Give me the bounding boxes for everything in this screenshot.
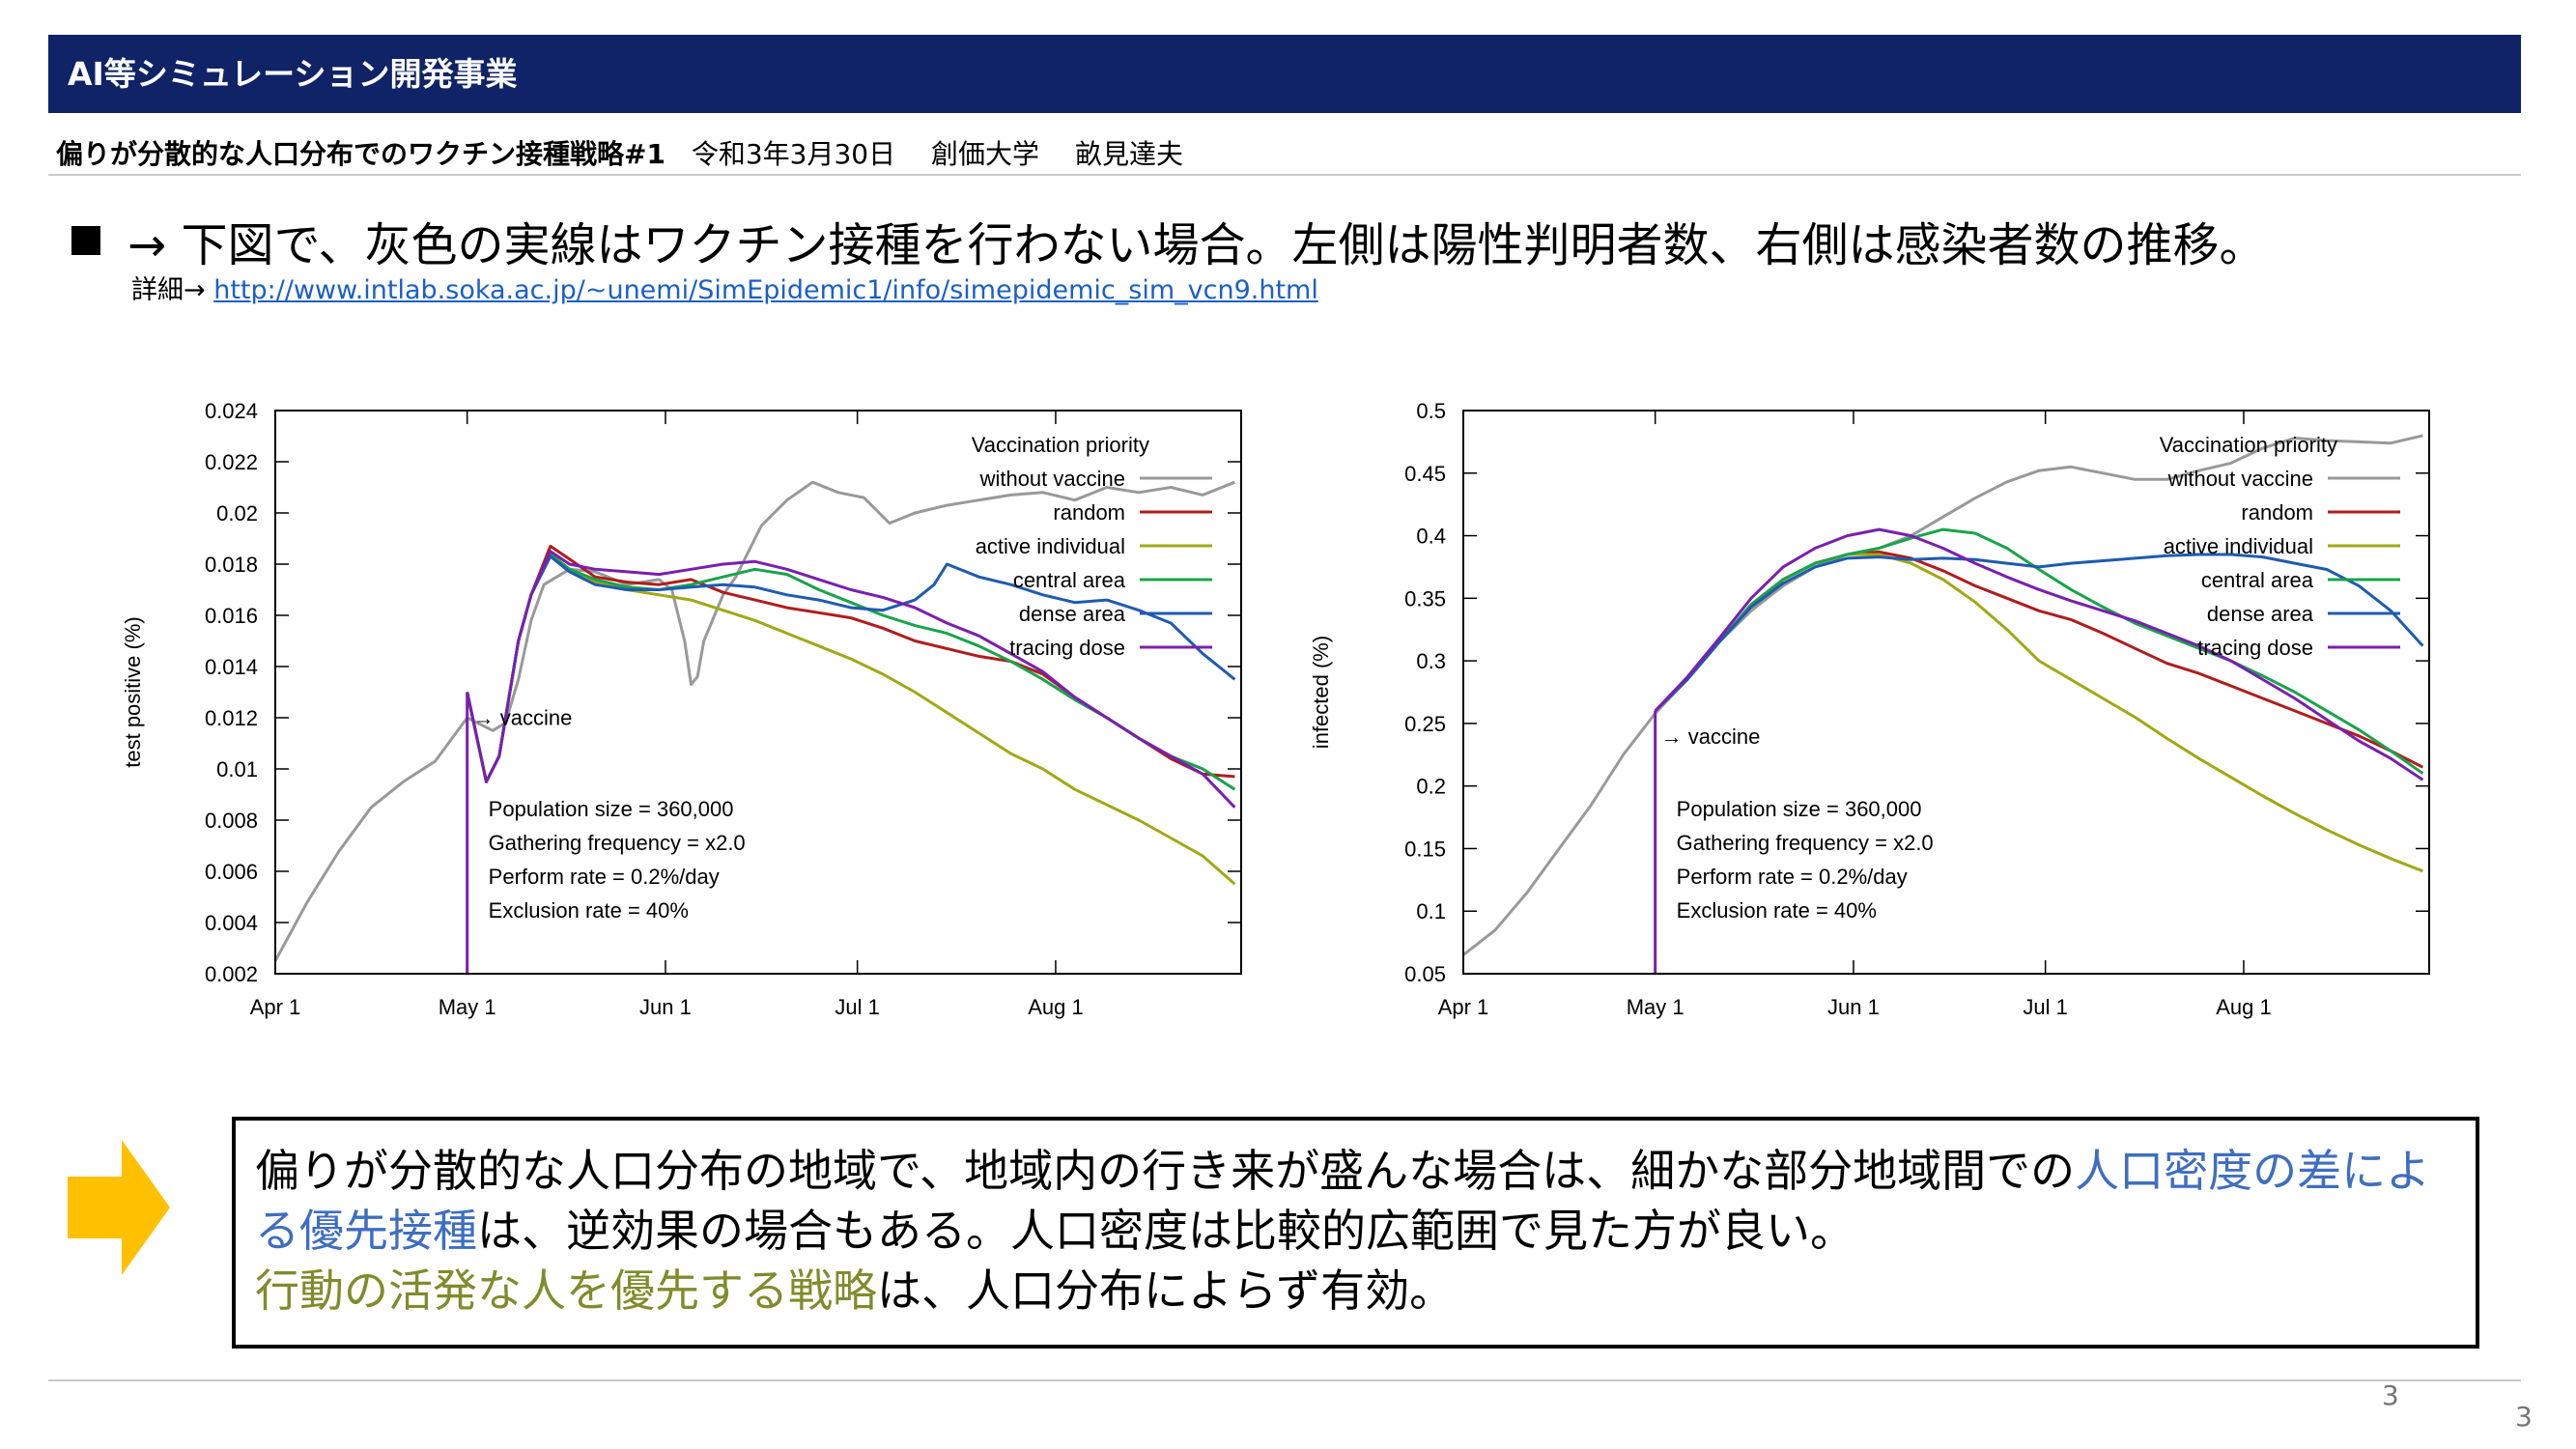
conclusion-3a: 行動の活発な人を優先する戦略 (255, 1264, 877, 1317)
conclusion-1b: 人口密度の差によ (2075, 1145, 2431, 1197)
annotation: Population size = 360,000 (1677, 797, 1922, 821)
legend-title: Vaccination priority (2160, 433, 2337, 457)
conclusion-2a: る優先接種 (255, 1205, 477, 1257)
y-tick-label: 0.012 (205, 706, 258, 730)
page-number-corner: 3 (2515, 1401, 2533, 1433)
plot-frame (274, 410, 1242, 975)
series-line (1654, 553, 2424, 712)
series-line (1462, 434, 2423, 956)
x-tick-label: Aug 1 (2216, 995, 2272, 1019)
detail-link[interactable]: http://www.intlab.soka.ac.jp/~unemi/SimE… (213, 275, 1318, 305)
subtitle-org: 創価大学 (931, 138, 1040, 170)
conclusion-3b: は、人口分布によらず有効。 (877, 1264, 1455, 1317)
conclusion-2b: は、逆効果の場合もある。人口密度は比較的広範囲で見た方が良い。 (477, 1205, 1854, 1257)
annotation: Gathering frequency = x2.0 (489, 831, 746, 855)
y-tick-label: 0.016 (205, 604, 258, 628)
subtitle-topic: 偏りが分散的な人口分布でのワクチン接種戦略#1 (56, 138, 665, 170)
legend-entry: tracing dose (1009, 636, 1125, 660)
legend-entry: random (1053, 500, 1125, 525)
divider-top (48, 174, 2521, 176)
y-tick-label: 0.002 (205, 962, 258, 986)
y-tick-label: 0.014 (205, 655, 258, 679)
series-line (466, 550, 1236, 809)
annotation: Population size = 360,000 (489, 797, 734, 821)
y-tick-label: 0.05 (1404, 962, 1446, 986)
conclusion-1a: 偏りが分散的な人口分布の地域で、地域内の行き来が盛んな場合は、細かな部分地域間で… (255, 1145, 2076, 1197)
annotation: Exclusion rate = 40% (1677, 898, 1877, 923)
y-tick-label: 0.2 (1416, 775, 1446, 799)
y-tick-label: 0.4 (1416, 525, 1446, 549)
series-line (1654, 527, 2424, 781)
y-axis-label: infected (%) (1309, 636, 1333, 749)
legend-entry: active individual (976, 534, 1125, 558)
x-tick-label: May 1 (439, 995, 496, 1019)
annotation: Gathering frequency = x2.0 (1677, 831, 1934, 855)
legend-entry: central area (1013, 568, 1126, 592)
x-tick-label: May 1 (1627, 995, 1684, 1019)
series-line (1654, 527, 2424, 775)
chart-infected: 0.05 0.1 0.15 0.2 0.25 0.3 0.35 0.4 0.45 0.5 Apr 1… (1309, 399, 2430, 1019)
conclusion-line-1: 偏りが分散的な人口分布の地域で、地域内の行き来が盛んな場合は、細かな部分地域間で… (255, 1142, 2430, 1200)
vaccine-marker-label: → vaccine (1661, 724, 1761, 749)
y-tick-label: 0.02 (216, 501, 258, 526)
legend-entry: without vaccine (979, 467, 1125, 491)
series-line (273, 480, 1235, 962)
right-arrow-icon (68, 1140, 170, 1275)
x-tick-label: Jul 1 (835, 995, 879, 1019)
lead-text: → 下図で、灰色の実線はワクチン接種を行わない場合。左側は陽性判明者数、右側は感… (127, 218, 2266, 272)
legend-entry: central area (2201, 568, 2314, 592)
conclusion-box: 偏りが分散的な人口分布の地域で、地域内の行き来が盛んな場合は、細かな部分地域間で… (232, 1117, 2479, 1349)
chart-test-positive: 0.002 0.004 0.006 0.008 0.01 0.012 0.014 0.016 0… (121, 399, 1242, 1019)
vaccine-marker-label: → vaccine (473, 706, 573, 730)
x-tick-label: Aug 1 (1028, 995, 1084, 1019)
x-tick-label: Apr 1 (250, 995, 301, 1019)
y-tick-label: 0.45 (1404, 462, 1446, 486)
y-tick-label: 0.022 (205, 450, 258, 474)
y-tick-label: 0.018 (205, 553, 258, 577)
y-tick-label: 0.3 (1416, 649, 1446, 673)
x-tick-label: Apr 1 (1438, 995, 1489, 1019)
y-tick-label: 0.1 (1416, 899, 1446, 923)
y-tick-label: 0.008 (205, 809, 258, 833)
y-tick-label: 0.5 (1416, 399, 1446, 423)
y-tick-label: 0.35 (1404, 586, 1446, 611)
x-tick-label: Jul 1 (2023, 995, 2067, 1019)
legend-entry: without vaccine (2167, 467, 2313, 491)
y-axis-label: test positive (%) (121, 616, 145, 768)
subtitle-date: 令和3年3月30日 (691, 138, 896, 170)
detail-line: 詳細→ http://www.intlab.soka.ac.jp/~unemi/… (131, 269, 1318, 306)
legend-entry: random (2241, 500, 2313, 525)
y-tick-label: 0.006 (205, 860, 258, 884)
y-tick-label: 0.15 (1404, 837, 1446, 861)
legend-entry: dense area (1019, 602, 1126, 626)
conclusion-line-3: 行動の活発な人を優先する戦略は、人口分布によらず有効。 (255, 1262, 1454, 1320)
x-tick-label: Jun 1 (1827, 995, 1880, 1019)
header-bar (48, 35, 2521, 113)
annotation: Perform rate = 0.2%/day (1677, 865, 1908, 889)
subtitle-author: 畝見達夫 (1074, 138, 1183, 170)
detail-label: 詳細→ (131, 275, 214, 305)
conclusion-line-2: る優先接種は、逆効果の場合もある。人口密度は比較的広範囲で見た方が良い。 (255, 1202, 1854, 1260)
plot-frame (1462, 410, 2430, 975)
legend-entry: tracing dose (2197, 636, 2313, 660)
legend-entry: active individual (2164, 534, 2313, 558)
page-title: AI等シミュレーション開発事業 (68, 55, 518, 93)
bullet-square-icon (71, 226, 100, 255)
page-number: 3 (2382, 1379, 2399, 1411)
annotation: Exclusion rate = 40% (489, 898, 689, 923)
divider-bottom (48, 1379, 2521, 1381)
y-tick-label: 0.01 (216, 757, 258, 781)
y-tick-label: 0.25 (1404, 712, 1446, 736)
legend-entry: dense area (2207, 602, 2314, 626)
x-tick-label: Jun 1 (639, 995, 692, 1019)
annotation: Perform rate = 0.2%/day (489, 865, 720, 889)
y-tick-label: 0.024 (205, 399, 258, 423)
subtitle: 偏りが分散的な人口分布でのワクチン接種戦略#1 令和3年3月30日 創価大学 畝… (56, 133, 1183, 172)
legend-title: Vaccination priority (972, 433, 1149, 457)
y-tick-label: 0.004 (205, 911, 258, 935)
